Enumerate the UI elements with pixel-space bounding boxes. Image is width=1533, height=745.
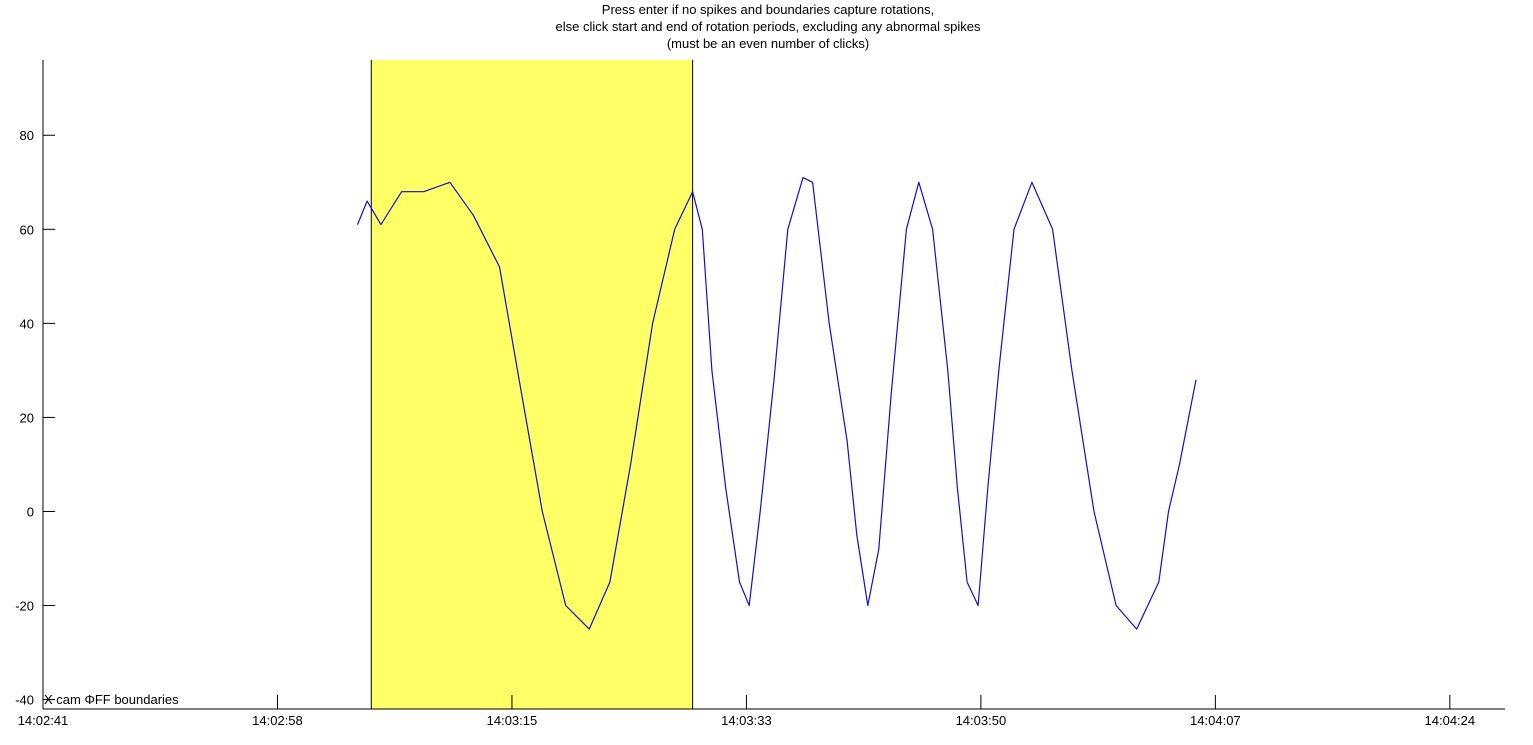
plot-area[interactable]	[356, 60, 1197, 709]
x-tick-label: 14:03:33	[721, 713, 772, 728]
y-tick-label: 40	[20, 316, 34, 331]
x-tick-label: 14:04:07	[1190, 713, 1241, 728]
x-tick-label: 14:04:24	[1425, 713, 1476, 728]
instruction-line-2: else click start and end of rotation per…	[556, 19, 981, 34]
y-ticks: -40 -20 0 20 40 60 80	[15, 128, 55, 708]
y-tick-label: 0	[27, 504, 34, 519]
instruction-line-3: (must be an even number of clicks)	[667, 36, 869, 51]
instruction-text: Press enter if no spikes and boundaries …	[556, 2, 981, 51]
data-series-line	[356, 177, 1197, 630]
y-tick-label: 80	[20, 128, 34, 143]
x-tick-label: 14:03:15	[487, 713, 538, 728]
rotation-selection-band[interactable]	[371, 60, 693, 709]
y-tick-label: -40	[15, 693, 34, 708]
y-tick-label: 60	[20, 222, 34, 237]
y-tick-label: 20	[20, 410, 34, 425]
corner-label: X cam ΦFF boundaries	[44, 692, 179, 707]
x-ticks: 14:02:41 14:02:58 14:03:15 14:03:33 14:03:50…	[18, 695, 1475, 728]
y-tick-label: -20	[15, 599, 34, 614]
x-tick-label: 14:02:58	[252, 713, 303, 728]
x-tick-label: 14:02:41	[18, 713, 69, 728]
instruction-line-1: Press enter if no spikes and boundaries …	[602, 2, 934, 17]
x-tick-label: 14:03:50	[956, 713, 1007, 728]
